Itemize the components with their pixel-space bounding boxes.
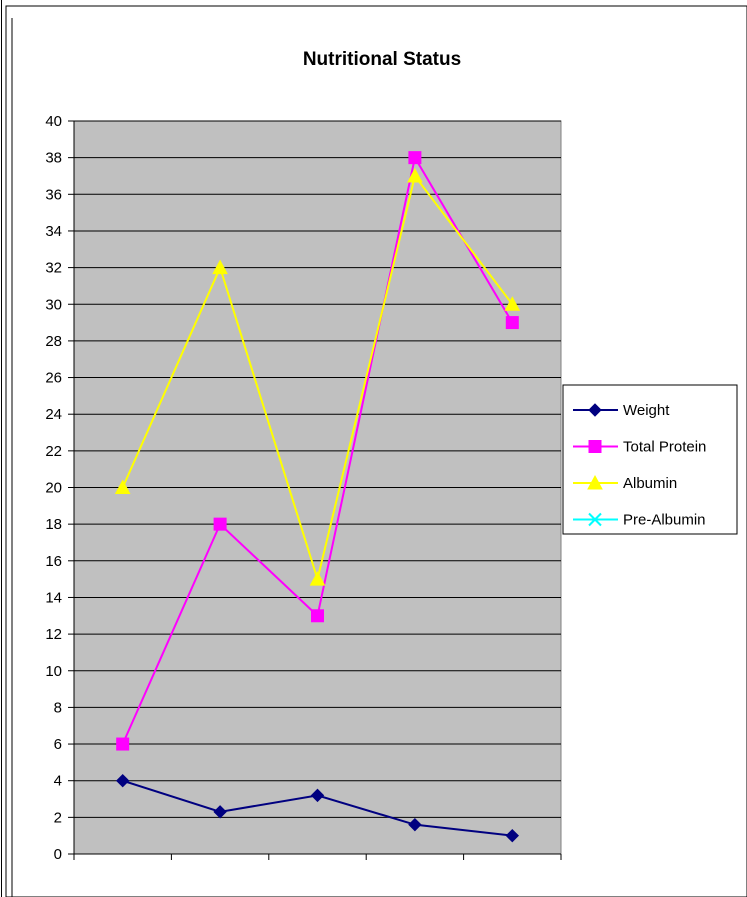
data-point xyxy=(311,609,324,623)
legend-marker xyxy=(588,440,602,453)
y-tick-label: 28 xyxy=(45,333,62,350)
y-tick-label: 16 xyxy=(45,553,62,570)
data-point xyxy=(505,316,519,330)
data-point xyxy=(116,737,130,751)
data-point xyxy=(213,805,227,819)
y-tick-label: 40 xyxy=(45,113,62,130)
data-point xyxy=(213,517,227,531)
legend-marker xyxy=(588,512,602,527)
legend-label: Weight xyxy=(623,402,670,419)
y-tick-label: 6 xyxy=(54,736,62,753)
data-point xyxy=(309,571,326,586)
y-tick-label: 34 xyxy=(45,223,62,240)
data-point xyxy=(408,151,422,165)
y-tick-label: 12 xyxy=(45,626,62,643)
y-tick-label: 36 xyxy=(45,186,62,203)
data-point xyxy=(115,773,130,788)
y-tick-label: 32 xyxy=(45,260,62,277)
data-point xyxy=(114,479,131,494)
data-point xyxy=(212,259,228,275)
chart-title: Nutritional Status xyxy=(303,49,461,70)
y-tick-label: 22 xyxy=(45,443,62,460)
data-point xyxy=(310,788,325,803)
chart-border-left xyxy=(1,0,2,897)
legend-marker xyxy=(588,403,602,417)
y-tick-label: 0 xyxy=(54,846,62,863)
data-point xyxy=(407,167,423,183)
legend-label: Total Protein xyxy=(623,439,706,456)
y-tick-label: 30 xyxy=(45,296,62,313)
y-tick-label: 2 xyxy=(54,809,62,826)
data-point xyxy=(504,296,521,311)
legend-label: Albumin xyxy=(623,475,677,492)
y-tick-label: 20 xyxy=(45,480,62,497)
legend: Weight Total Protein Albumin Pre-Albumin xyxy=(562,384,738,535)
y-tick-label: 38 xyxy=(45,150,62,167)
y-tick-label: 8 xyxy=(54,699,62,716)
y-tick-label: 18 xyxy=(45,516,62,533)
y-tick-label: 10 xyxy=(45,663,62,680)
y-tick-label: 4 xyxy=(54,773,62,790)
y-tick-label: 26 xyxy=(45,370,62,387)
y-tick-label: 14 xyxy=(45,589,62,606)
data-point xyxy=(408,817,422,832)
legend-label: Pre-Albumin xyxy=(623,512,706,529)
legend-marker xyxy=(587,474,603,490)
y-tick-label: 24 xyxy=(45,406,62,423)
data-point xyxy=(505,828,520,843)
